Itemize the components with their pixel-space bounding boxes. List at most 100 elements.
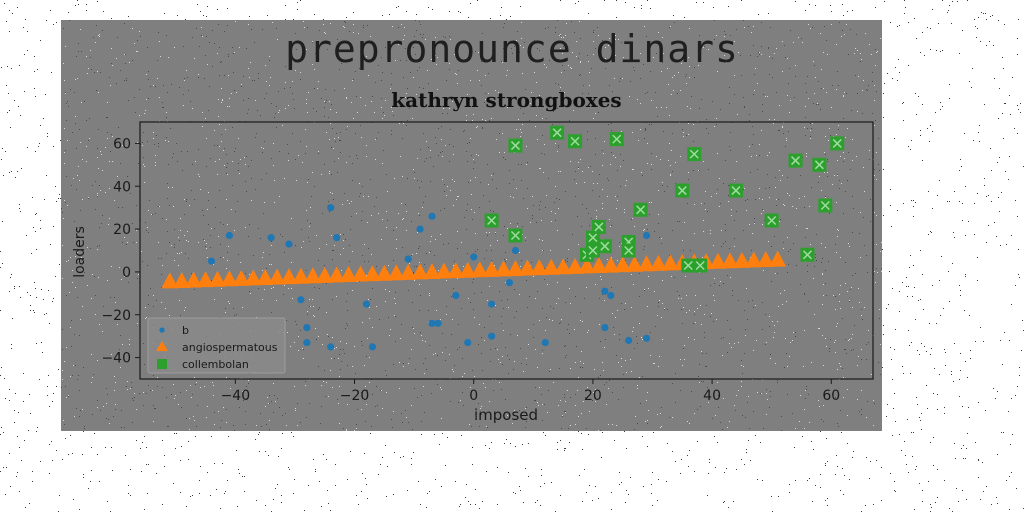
point-b [362, 300, 371, 308]
point-b [416, 225, 424, 233]
point-angiospermatous [495, 260, 513, 277]
legend: b angiospermatous collembolan [147, 317, 286, 374]
point-angiospermatous [208, 270, 226, 287]
point-b [303, 338, 311, 347]
x-tick-label: 60 [822, 388, 840, 404]
y-tick-label: 20 [113, 222, 131, 238]
point-b [488, 300, 496, 308]
marker-cross [832, 138, 842, 148]
marker-cross [570, 136, 580, 146]
point-b [225, 231, 233, 240]
point-angiospermatous [328, 266, 346, 283]
x-tick-label: −20 [340, 388, 370, 404]
legend-label: angiospermatous [182, 341, 278, 354]
point-collembolan [585, 230, 600, 245]
marker-cross [731, 186, 741, 196]
plot-frame [139, 121, 874, 380]
point-b [428, 212, 436, 220]
point-angiospermatous [506, 259, 524, 276]
chart-title: kathryn strongboxes [391, 88, 622, 112]
point-collembolan [788, 153, 803, 168]
point-angiospermatous [197, 271, 215, 288]
marker-cross [814, 160, 824, 170]
x-axis-label: imposed [474, 406, 538, 424]
point-collembolan [687, 147, 702, 162]
point-collembolan [728, 183, 743, 198]
point-collembolan [681, 258, 696, 273]
point-angiospermatous [316, 266, 334, 283]
point-b [505, 279, 514, 287]
point-b [488, 332, 496, 340]
point-angiospermatous [483, 260, 501, 277]
legend-marker-angiospermatous [156, 341, 168, 351]
point-angiospermatous [649, 254, 667, 271]
point-b [601, 324, 609, 332]
point-angiospermatous [232, 269, 250, 286]
figure-suptitle: prepronounce dinars [285, 27, 739, 71]
point-angiospermatous [566, 257, 584, 274]
marker-cross [767, 215, 777, 226]
point-b [327, 343, 335, 351]
y-axis-ticks: −40 −20 0 20 40 60 [101, 136, 140, 367]
point-angiospermatous [161, 272, 179, 289]
point-collembolan [585, 243, 600, 258]
legend-marker-b [159, 327, 165, 333]
point-b [625, 336, 633, 345]
point-collembolan [591, 219, 606, 234]
point-b [327, 204, 335, 212]
marker-cross [689, 149, 699, 159]
marker-cross [790, 156, 801, 166]
point-b [434, 319, 442, 327]
point-angiospermatous [721, 252, 739, 269]
legend-label: collembolan [182, 358, 249, 371]
point-angiospermatous [220, 270, 238, 287]
point-angiospermatous [530, 259, 548, 276]
point-angiospermatous [745, 251, 763, 268]
point-angiospermatous [435, 262, 453, 279]
point-angiospermatous [244, 269, 262, 286]
point-b [452, 291, 460, 300]
marker-cross [487, 215, 497, 226]
point-angiospermatous [554, 258, 572, 275]
point-angiospermatous [638, 255, 656, 272]
x-tick-label: −40 [221, 388, 251, 404]
point-angiospermatous [590, 256, 608, 273]
point-angiospermatous [733, 251, 751, 268]
marker-cross [612, 134, 622, 144]
point-angiospermatous [292, 267, 310, 284]
marker-cross [683, 260, 693, 271]
marker-cross [510, 141, 520, 151]
marker-cross [695, 260, 705, 271]
point-collembolan [550, 125, 565, 140]
marker-cross [510, 230, 520, 241]
point-angiospermatous [351, 265, 369, 282]
point-angiospermatous [709, 252, 727, 269]
point-b [303, 324, 311, 332]
point-collembolan [484, 213, 499, 228]
point-collembolan [800, 247, 815, 262]
point-collembolan [830, 136, 845, 151]
point-angiospermatous [399, 263, 417, 280]
marker-cross [624, 245, 634, 256]
point-angiospermatous [256, 268, 274, 285]
legend-marker-collembolan [157, 359, 167, 369]
x-tick-label: 0 [469, 388, 478, 404]
point-collembolan [508, 138, 523, 153]
point-collembolan [609, 132, 624, 147]
point-b [207, 257, 216, 265]
point-angiospermatous [280, 268, 298, 285]
y-tick-label: −40 [101, 351, 131, 367]
marker-cross [552, 128, 562, 138]
point-b [470, 253, 478, 261]
point-angiospermatous [769, 250, 787, 267]
point-b [601, 287, 609, 295]
point-b [541, 338, 549, 347]
point-angiospermatous [173, 271, 191, 288]
marker-cross [600, 241, 610, 251]
point-b [297, 296, 305, 304]
point-collembolan [568, 134, 583, 149]
point-collembolan [675, 183, 690, 198]
marker-cross [588, 233, 598, 243]
point-b [642, 231, 651, 240]
point-collembolan [764, 213, 779, 228]
